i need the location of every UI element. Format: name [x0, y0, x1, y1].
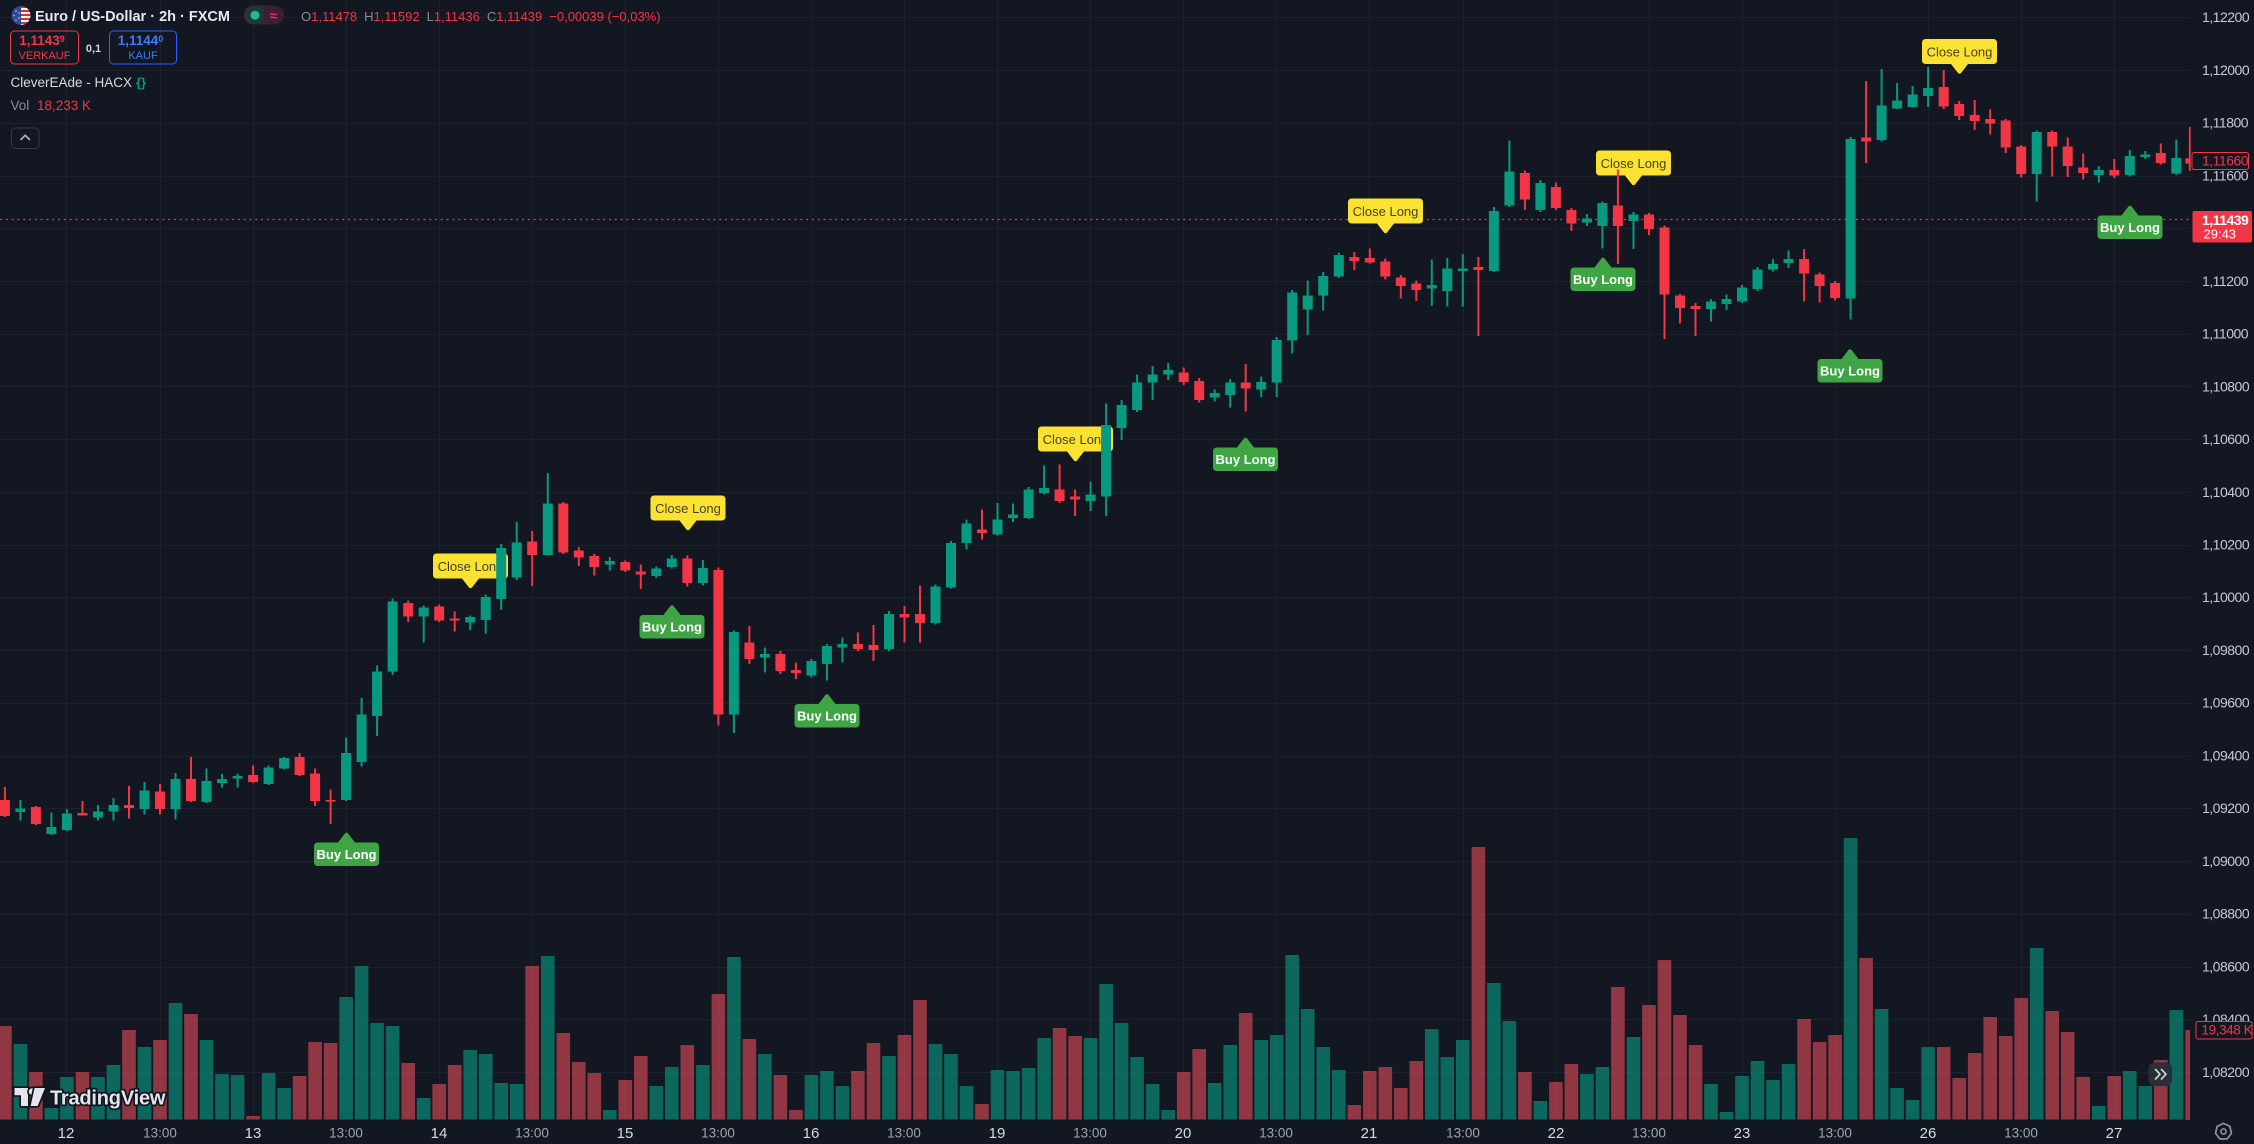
- svg-text:1,11600: 1,11600: [2202, 167, 2249, 183]
- svg-text:{}: {}: [136, 75, 146, 90]
- svg-text:Buy Long: Buy Long: [317, 847, 377, 862]
- svg-text:13:00: 13:00: [1632, 1126, 1666, 1141]
- svg-text:26: 26: [1920, 1125, 1937, 1142]
- svg-text:Vol: Vol: [11, 98, 30, 113]
- svg-text:VERKAUF: VERKAUF: [19, 50, 71, 62]
- svg-text:1,09600: 1,09600: [2202, 695, 2250, 711]
- svg-text:1,10200: 1,10200: [2202, 537, 2250, 553]
- svg-text:1,09400: 1,09400: [2202, 748, 2250, 764]
- svg-text:14: 14: [431, 1125, 448, 1142]
- svg-text:1,09800: 1,09800: [2202, 642, 2250, 658]
- svg-text:1,10800: 1,10800: [2202, 378, 2250, 394]
- svg-text:1,10000: 1,10000: [2202, 589, 2250, 605]
- svg-text:12: 12: [58, 1125, 75, 1142]
- svg-text:21: 21: [1361, 1125, 1378, 1142]
- svg-text:≈: ≈: [270, 7, 278, 23]
- svg-text:13:00: 13:00: [1446, 1126, 1480, 1141]
- svg-text:13:00: 13:00: [1818, 1126, 1852, 1141]
- svg-text:1,11440: 1,11440: [118, 33, 164, 48]
- svg-text:Buy Long: Buy Long: [642, 620, 702, 635]
- svg-text:Close Long: Close Long: [655, 501, 721, 516]
- svg-text:KAUF: KAUF: [128, 50, 158, 62]
- svg-text:13:00: 13:00: [515, 1126, 549, 1141]
- svg-text:13:00: 13:00: [143, 1126, 177, 1141]
- svg-text:CleverEAde - HACX: CleverEAde - HACX: [11, 75, 133, 90]
- svg-text:27: 27: [2106, 1125, 2123, 1142]
- svg-text:1,10600: 1,10600: [2202, 431, 2250, 447]
- svg-text:29:43: 29:43: [2204, 227, 2237, 242]
- svg-text:Buy Long: Buy Long: [1573, 272, 1633, 287]
- svg-text:Buy Long: Buy Long: [2100, 220, 2160, 235]
- svg-text:Buy Long: Buy Long: [1820, 364, 1880, 379]
- svg-text:13:00: 13:00: [1073, 1126, 1107, 1141]
- svg-text:1,12200: 1,12200: [2202, 9, 2250, 25]
- svg-text:19,348 K: 19,348 K: [2202, 1023, 2253, 1038]
- svg-text:23: 23: [1734, 1125, 1751, 1142]
- svg-text:13: 13: [245, 1125, 262, 1142]
- svg-text:1,11000: 1,11000: [2202, 326, 2249, 342]
- svg-text:13:00: 13:00: [1259, 1126, 1293, 1141]
- svg-text:1,08600: 1,08600: [2202, 958, 2250, 974]
- svg-text:1,11439: 1,11439: [2202, 212, 2249, 228]
- svg-text:1,09000: 1,09000: [2202, 853, 2250, 869]
- svg-text:1,09200: 1,09200: [2202, 800, 2250, 816]
- svg-text:16: 16: [803, 1125, 820, 1142]
- svg-text:Close Long: Close Long: [438, 559, 504, 574]
- svg-text:Euro / US-Dollar · 2h · FXCM: Euro / US-Dollar · 2h · FXCM: [35, 9, 230, 25]
- svg-text:15: 15: [617, 1125, 634, 1142]
- svg-text:13:00: 13:00: [887, 1126, 921, 1141]
- svg-text:1,12000: 1,12000: [2202, 62, 2250, 78]
- svg-text:1,08800: 1,08800: [2202, 906, 2250, 922]
- svg-text:18,233 K: 18,233 K: [37, 98, 91, 113]
- svg-text:1,11800: 1,11800: [2202, 115, 2249, 131]
- svg-text:19: 19: [989, 1125, 1006, 1142]
- svg-text:0,1: 0,1: [86, 43, 101, 55]
- svg-text:22: 22: [1548, 1125, 1565, 1142]
- svg-text:Close Long: Close Long: [1927, 45, 1993, 60]
- svg-text:1,10400: 1,10400: [2202, 484, 2250, 500]
- svg-text:1,11660: 1,11660: [2202, 153, 2249, 169]
- svg-text:1,08200: 1,08200: [2202, 1064, 2250, 1080]
- svg-text:20: 20: [1175, 1125, 1192, 1142]
- svg-text:Close Long: Close Long: [1353, 204, 1419, 219]
- svg-text:Buy Long: Buy Long: [797, 709, 857, 724]
- svg-text:1,11439: 1,11439: [19, 33, 65, 48]
- svg-text:13:00: 13:00: [701, 1126, 735, 1141]
- svg-text:13:00: 13:00: [2004, 1126, 2038, 1141]
- svg-text:1,11200: 1,11200: [2202, 273, 2249, 289]
- svg-text:TradingView: TradingView: [50, 1088, 166, 1110]
- svg-text:Close Long: Close Long: [1043, 432, 1109, 447]
- svg-text:Close Long: Close Long: [1601, 156, 1667, 171]
- svg-text:13:00: 13:00: [329, 1126, 363, 1141]
- svg-text:Buy Long: Buy Long: [1216, 452, 1276, 467]
